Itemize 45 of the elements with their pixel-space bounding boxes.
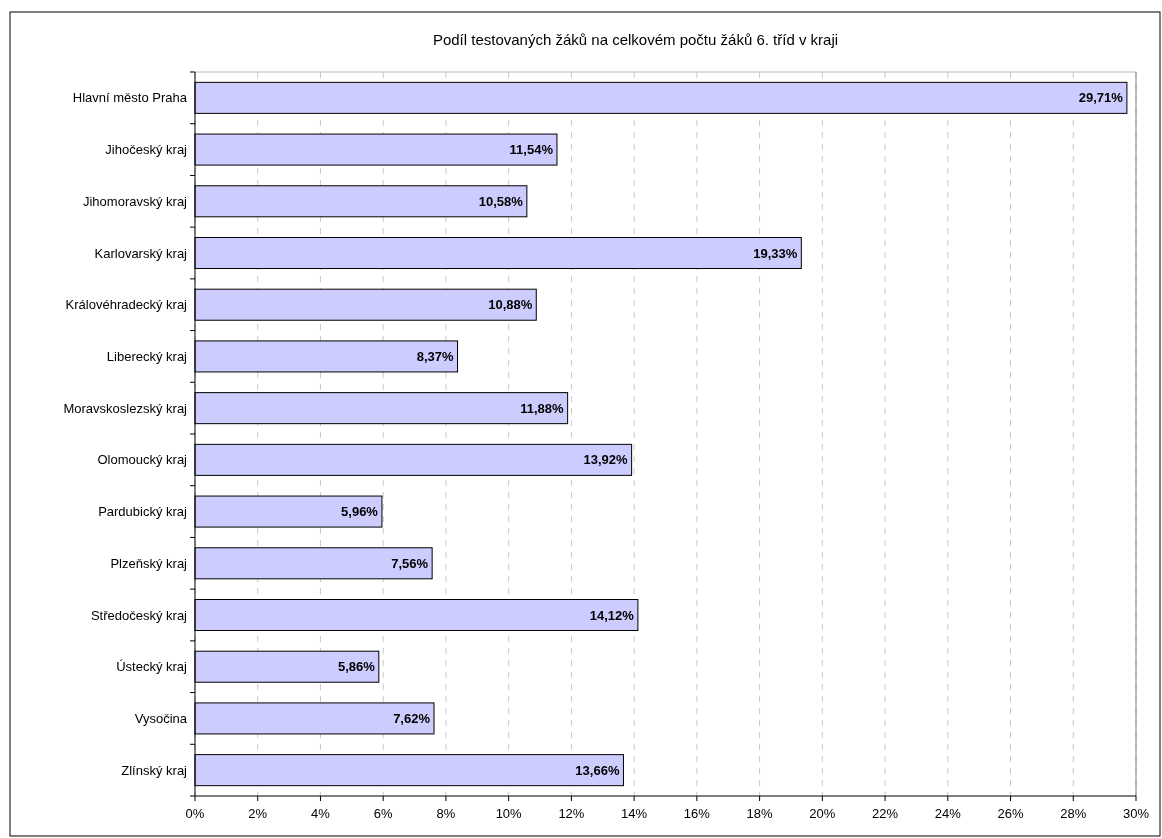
data-label: 10,58% <box>478 193 524 209</box>
data-label: 19,33% <box>753 245 798 261</box>
data-label: 7,56% <box>391 555 429 571</box>
x-tick-label: 14% <box>621 806 648 821</box>
x-tick-label: 24% <box>934 806 962 821</box>
x-tick-label: 20% <box>809 806 836 821</box>
x-tick-label: 30% <box>1122 806 1150 821</box>
x-tick-label: 10% <box>495 806 523 821</box>
y-tick-label: Ústecký kraj <box>116 659 188 675</box>
data-label: 14,12% <box>589 607 635 623</box>
data-label: 5,86% <box>337 659 376 675</box>
y-tick-label: Hlavní město Praha <box>72 90 188 106</box>
y-tick-label: Olomoucký kraj <box>97 452 188 468</box>
x-tick-label: 6% <box>373 806 394 821</box>
data-label: 13,92% <box>583 452 629 468</box>
data-label: 10,88% <box>488 297 533 313</box>
data-label: 7,62% <box>393 710 431 726</box>
data-label: 8,37% <box>416 348 454 364</box>
y-tick-label: Jihomoravský kraj <box>82 193 188 209</box>
x-tick-label: 12% <box>558 806 585 821</box>
y-tick-label: Liberecký kraj <box>106 348 188 364</box>
x-tick-label: 18% <box>746 806 774 821</box>
y-tick-label: Vysočina <box>134 710 188 726</box>
chart-title: Podíl testovaných žáků na celkovém počtu žáků 6. tříd v kraji <box>432 31 839 48</box>
x-tick-label: 0% <box>185 806 205 821</box>
x-tick-label: 28% <box>1060 806 1087 821</box>
x-tick-label: 26% <box>997 806 1024 821</box>
x-tick-label: 4% <box>311 806 331 821</box>
y-tick-label: Karlovarský kraj <box>94 245 188 261</box>
data-label: 11,88% <box>520 400 565 416</box>
data-label: 5,96% <box>341 504 379 520</box>
data-label: 13,66% <box>575 762 620 778</box>
y-tick-label: Zlínský kraj <box>121 762 188 778</box>
data-label: 29,71% <box>1078 90 1124 106</box>
data-label: 11,54% <box>509 142 554 158</box>
y-tick-label: Jihočeský kraj <box>105 142 188 158</box>
y-tick-label: Moravskoslezský kraj <box>63 400 188 416</box>
y-tick-label: Plzeňský kraj <box>110 555 188 571</box>
x-tick-label: 8% <box>436 806 456 821</box>
x-tick-label: 16% <box>683 806 711 821</box>
x-tick-label: 2% <box>248 806 268 821</box>
y-tick-label: Středočeský kraj <box>90 607 188 623</box>
y-tick-label: Pardubický kraj <box>98 504 188 520</box>
x-tick-label: 22% <box>872 806 899 821</box>
y-tick-label: Královéhradecký kraj <box>65 297 188 313</box>
